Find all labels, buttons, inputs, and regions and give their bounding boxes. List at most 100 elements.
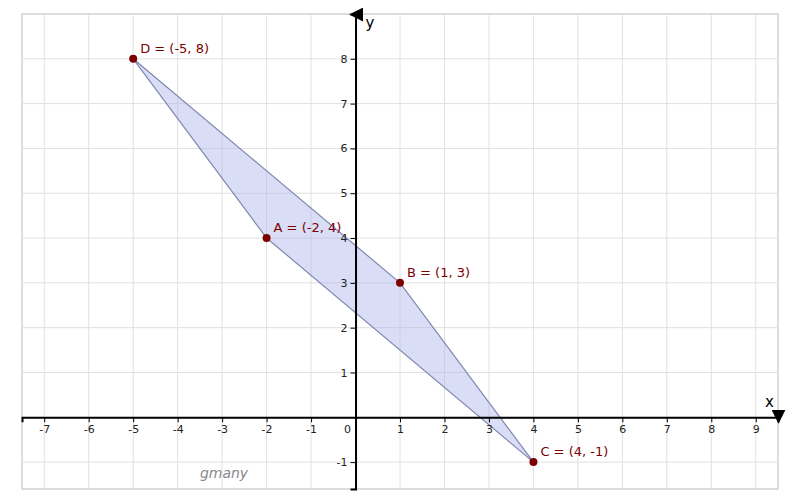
y-tick-label: 5 [341, 187, 348, 200]
x-tick-label: 3 [486, 423, 493, 436]
x-tick-mark [133, 417, 134, 422]
x-tick-label: 7 [664, 423, 671, 436]
grid-line-y [22, 238, 778, 239]
x-tick-label: 9 [753, 423, 760, 436]
x-tick-mark [622, 417, 623, 422]
y-tick-label: 6 [341, 142, 348, 155]
x-tick-label: -4 [173, 423, 184, 436]
y-tick-label: 2 [341, 322, 348, 335]
data-labels: A = (-2, 4) B = (1, 3) C = (4, -1) D = (-5,… [140, 41, 608, 459]
y-tick: 1 [341, 367, 356, 380]
x-tick-mark [311, 417, 312, 422]
x-tick-mark [667, 417, 668, 422]
x-tick: 3 [486, 417, 493, 436]
x-tick-label: 8 [708, 423, 715, 436]
x-tick: -6 [84, 417, 95, 436]
y-tick: -1 [337, 456, 356, 469]
parallelogram [133, 59, 533, 462]
x-tick-label: 6 [619, 423, 626, 436]
x-tick-mark [444, 417, 445, 422]
x-tick-label: -1 [306, 423, 317, 436]
x-tick-mark [178, 417, 179, 422]
x-tick-mark [711, 417, 712, 422]
x-tick: 5 [575, 417, 582, 436]
x-tick: 4 [530, 417, 537, 436]
x-tick-label: -3 [217, 423, 228, 436]
y-tick-label: 4 [341, 232, 348, 245]
x-tick: 0 [344, 423, 351, 436]
x-tick: -3 [217, 417, 228, 436]
x-tick: 8 [708, 417, 715, 436]
x-tick: -5 [128, 417, 139, 436]
grid-line-y [22, 372, 778, 373]
y-tick-mark [351, 238, 356, 239]
y-tick-mark [351, 283, 356, 284]
y-tick-mark [351, 148, 356, 149]
y-tick: 8 [341, 53, 356, 66]
x-tick-label: 0 [344, 423, 351, 436]
y-tick-label: -1 [337, 456, 348, 469]
x-tick: -1 [306, 417, 317, 436]
y-axis-title: y [366, 14, 375, 32]
grid-line-y [22, 103, 778, 104]
x-tick-mark [89, 417, 90, 422]
x-tick: 1 [397, 417, 404, 436]
x-tick-mark [533, 417, 534, 422]
y-tick-label: 3 [341, 277, 348, 290]
grid-line-y [22, 193, 778, 194]
y-tick: 6 [341, 142, 356, 155]
y-tick: 7 [341, 98, 356, 111]
y-tick: 4 [341, 232, 356, 245]
x-tick-label: -6 [84, 423, 95, 436]
points [129, 55, 537, 466]
y-tick-label: 7 [341, 98, 348, 111]
grid-line-y [22, 462, 778, 463]
point-label: A = (-2, 4) [274, 220, 342, 235]
x-tick-label: 2 [441, 423, 448, 436]
y-tick: 2 [341, 322, 356, 335]
x-tick: -4 [173, 417, 184, 436]
x-tick: 7 [664, 417, 671, 436]
x-tick-label: 4 [530, 423, 537, 436]
y-tick-label: 1 [341, 367, 348, 380]
y-tick-mark [351, 328, 356, 329]
plot-frame [22, 14, 778, 489]
x-tick-mark [222, 417, 223, 422]
point [529, 458, 537, 466]
y-tick-mark [351, 372, 356, 373]
y-tick-mark [351, 59, 356, 60]
point-label: C = (4, -1) [540, 444, 608, 459]
y-tick: 3 [341, 277, 356, 290]
x-axis-line [23, 418, 779, 423]
x-tick-label: -7 [39, 423, 50, 436]
point [396, 279, 404, 287]
x-tick-mark [756, 417, 757, 422]
x-tick-label: 1 [397, 423, 404, 436]
x-axis-title: x [765, 393, 774, 411]
point-label: D = (-5, 8) [140, 41, 209, 56]
watermark: gmany [200, 465, 249, 481]
x-tick: -7 [39, 417, 50, 436]
x-tick-label: -2 [262, 423, 273, 436]
x-tick-mark [578, 417, 579, 422]
x-tick-mark [44, 417, 45, 422]
y-tick-label: 8 [341, 53, 348, 66]
x-axis: -7 -6 -5 -4 -3 -2 -1 0 1 2 3 4 5 6 7 8 9 [23, 417, 779, 436]
grid [22, 14, 778, 489]
point-label: B = (1, 3) [407, 265, 470, 280]
grid-line-y [22, 148, 778, 149]
chart: -7-6-5-4-3-2-10123456789-112345678A = (-… [0, 0, 800, 503]
x-tick: 2 [441, 417, 448, 436]
y-tick-mark [351, 104, 356, 105]
x-tick-label: 5 [575, 423, 582, 436]
point [263, 234, 271, 242]
y-axis-line [351, 15, 357, 490]
y-tick: 5 [341, 187, 356, 200]
y-tick-mark [351, 462, 356, 463]
x-tick-label: -5 [128, 423, 139, 436]
x-tick-mark [400, 417, 401, 422]
x-tick-mark [267, 417, 268, 422]
x-tick: 9 [753, 417, 760, 436]
x-tick: 6 [619, 417, 626, 436]
x-tick-mark [489, 417, 490, 422]
